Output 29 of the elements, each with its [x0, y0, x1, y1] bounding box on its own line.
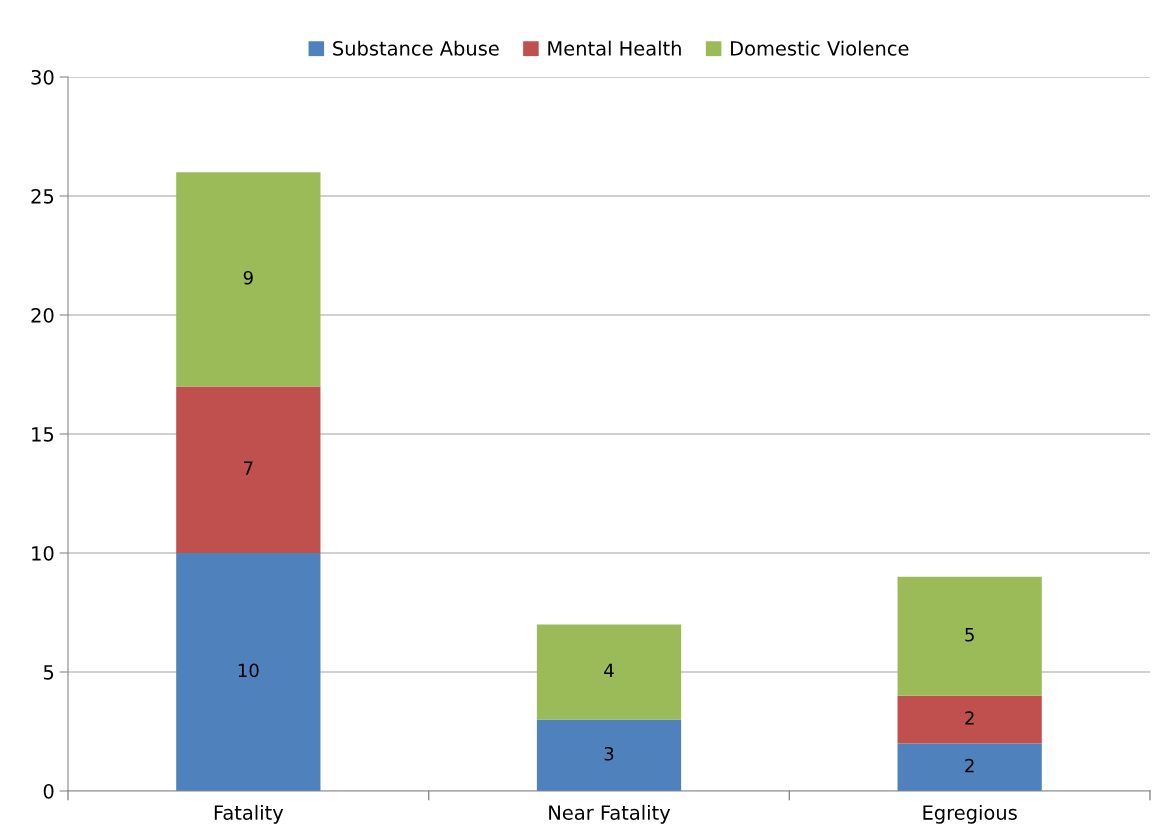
y-tick-label: 5	[43, 665, 54, 680]
y-tick-label: 20	[31, 307, 54, 323]
bar	[897, 576, 1042, 696]
bar	[176, 172, 321, 387]
data-label: 2	[965, 711, 974, 725]
y-tick-label: 10	[32, 545, 54, 561]
bar	[897, 743, 1042, 791]
x-tick-label: Fatality	[214, 804, 284, 824]
data-label: 2	[965, 758, 974, 773]
legend-label: Mental Health	[548, 40, 681, 56]
data-label: 9	[243, 270, 253, 285]
x-tick-label: Egregious	[923, 804, 1017, 824]
y-tick-label: 0	[43, 783, 54, 799]
bar	[176, 553, 321, 791]
data-label: 4	[604, 663, 614, 677]
x-tick-label: Near Fatality	[549, 804, 671, 824]
data-label: 5	[965, 628, 974, 642]
data-label: 7	[244, 461, 253, 475]
legend-label: Domestic Violence	[731, 40, 909, 56]
data-label: 3	[604, 746, 614, 761]
bar	[897, 695, 1042, 744]
y-tick-label: 30	[31, 69, 54, 85]
y-tick-label: 25	[31, 188, 54, 204]
y-tick-label: 15	[32, 427, 54, 442]
bar	[176, 386, 321, 553]
bar	[536, 719, 682, 791]
data-label: 10	[238, 663, 259, 678]
legend-label: Substance Abuse	[333, 40, 499, 56]
bar	[536, 624, 682, 720]
